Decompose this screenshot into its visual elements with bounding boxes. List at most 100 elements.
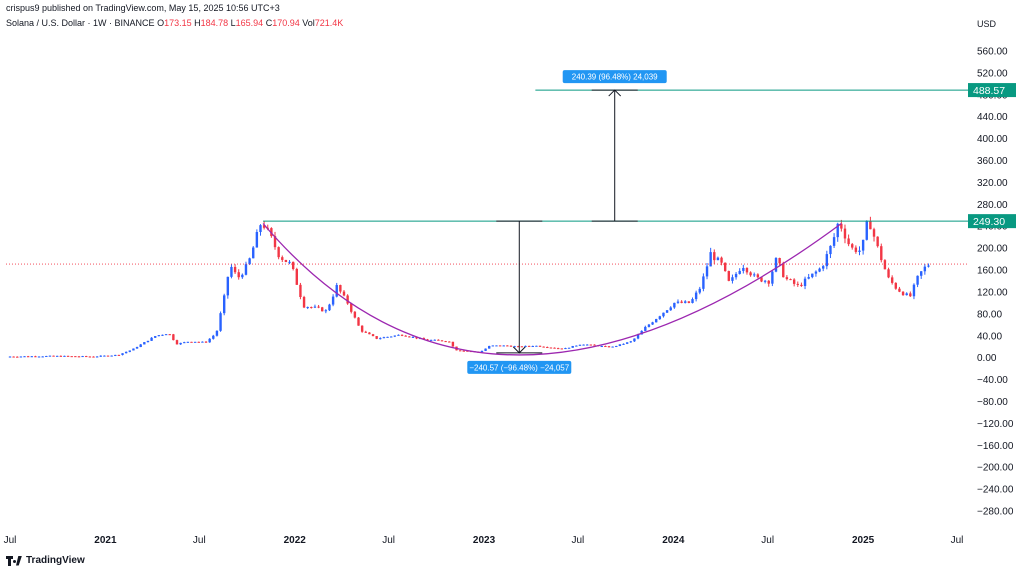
candle-body [186,341,190,343]
candle-body [593,344,596,346]
candle-body [458,350,462,352]
y-tick-label: 320.00 [977,178,1008,189]
candle-body [858,250,861,252]
candle-body [731,277,734,281]
candle-body [190,341,193,343]
ohlc-value: 721.4K [314,18,344,28]
candle-body [920,271,923,276]
candle-body [139,344,142,348]
currency-label: USD [977,19,997,29]
candle-body [393,335,397,337]
candle-body [803,278,807,287]
candle-body [763,280,767,282]
candle-body [771,271,774,284]
candle-body [23,356,26,358]
candle-body [607,346,611,348]
candle-body [578,344,582,346]
candle-body [662,312,665,317]
candle-body [807,277,810,279]
candle-body [542,346,545,348]
candle-body [749,272,752,276]
candle-body [16,356,19,358]
candle-body [869,221,872,230]
candle-body [197,341,200,343]
candle-body [527,345,531,347]
level-price-label: 488.57 [973,85,1005,97]
y-tick-label: −40.00 [977,375,1008,386]
candle-body [386,336,389,338]
candle-body [836,223,839,238]
candle-body [658,316,662,320]
measure-up-arrow-icon [608,89,622,97]
ohlc-label: H [191,18,201,28]
ohlc-value: 170.94 [272,18,300,28]
candle-body [262,225,266,228]
candle-body [302,297,306,308]
candle-body [589,344,593,346]
candle-body [524,345,527,347]
candle-body [59,355,63,357]
candle-body [328,304,331,311]
tradingview-logo: TradingView [6,555,85,566]
candles-group [8,216,930,358]
candle-body [564,348,567,350]
measure-down-label-bg [467,360,572,374]
candle-body [66,355,70,357]
candle-body [865,221,868,240]
candle-body [371,334,375,337]
candle-body [513,346,516,348]
x-tick-label: 2021 [94,535,117,546]
candle-body [727,271,731,281]
measure-up-label-bg [562,70,667,84]
candle-body [854,247,858,252]
candle-body [923,266,927,272]
candle-body [241,274,244,278]
candle-body [175,340,179,345]
y-tick-label: 560.00 [977,46,1008,57]
x-tick-label: 2024 [662,535,685,546]
publisher-line: crispus9 published on TradingView.com, M… [6,3,280,13]
candle-body [321,307,324,312]
candle-body [655,319,658,323]
candle-body [164,334,168,336]
y-tick-label: 440.00 [977,112,1008,123]
candle-body [760,277,763,282]
candle-body [538,345,542,347]
candle-body [509,345,513,347]
candle-body [604,346,607,348]
candle-body [317,306,320,308]
candle-body [622,343,625,345]
candle-body [669,307,672,311]
candle-body [698,288,701,293]
candle-body [226,276,230,296]
candle-body [745,267,749,273]
candle-body [466,350,469,352]
candle-body [916,275,919,285]
candle-body [872,229,876,237]
candle-body [832,237,836,246]
candle-body [437,339,440,341]
x-tick-label: Jul [951,535,964,546]
candle-body [360,325,364,332]
candle-body [291,261,295,269]
candle-body [821,266,825,269]
candle-body [887,269,890,278]
candle-body [488,346,491,349]
candle-body [498,345,502,347]
x-tick-label: Jul [571,535,584,546]
candle-body [81,356,84,358]
candle-body [52,355,55,357]
candle-body [324,310,328,312]
candle-body [26,356,30,358]
candle-body [462,350,465,352]
ohlc-label: O [157,18,165,28]
y-tick-label: −80.00 [977,397,1008,408]
candle-body [723,262,727,272]
candle-body [861,239,865,251]
candle-body [575,345,578,347]
candle-body [651,322,654,325]
candle-body [774,258,778,272]
candle-body [611,346,614,348]
candle-body [847,238,850,245]
